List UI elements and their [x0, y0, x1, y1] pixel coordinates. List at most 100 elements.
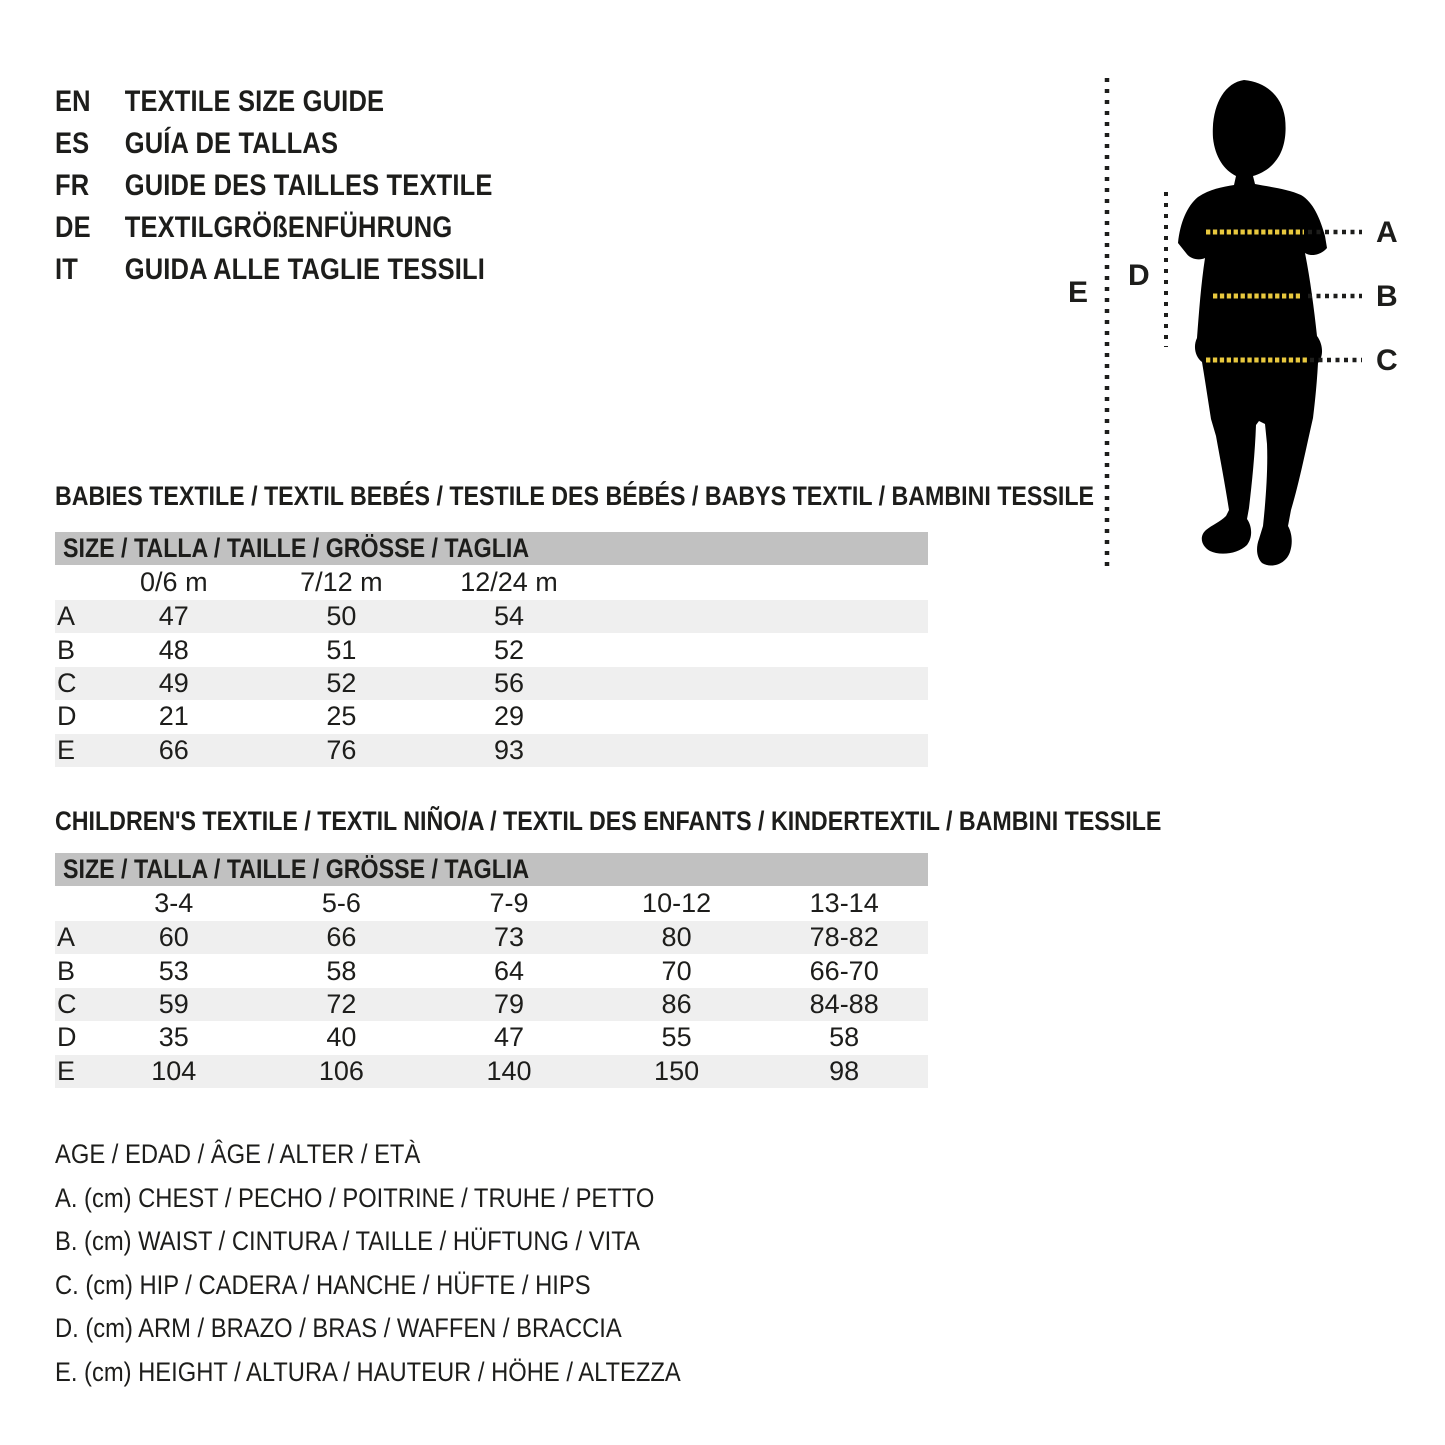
- children-column-header-row: 3-4 5-6 7-9 10-12 13-14: [55, 886, 928, 921]
- table-row: E 104 106 140 150 98: [55, 1054, 928, 1088]
- row-label: E: [57, 734, 76, 765]
- lang-code: EN: [55, 85, 91, 118]
- children-section-title: CHILDREN'S TEXTILE / TEXTIL NIÑO/A / TEX…: [55, 806, 1162, 836]
- size-cell: 66-70: [809, 955, 879, 986]
- size-cell: 79: [493, 988, 524, 1019]
- size-cell: 93: [493, 734, 524, 765]
- size-cell: 21: [158, 701, 189, 732]
- label-a-chest: A: [1376, 216, 1398, 249]
- babies-size-table: SIZE / TALLA / TAILLE / GRÖSSE / TAGLIA …: [55, 532, 928, 767]
- row-label: D: [57, 1022, 77, 1053]
- filler-cell: [593, 600, 928, 633]
- size-cell: 150: [654, 1055, 700, 1086]
- language-title-list: EN TEXTILE SIZE GUIDE ES GUÍA DE TALLAS …: [55, 81, 493, 291]
- size-cell: 52: [493, 634, 524, 665]
- table-row: D 35 40 47 55 58: [55, 1021, 928, 1054]
- row-label: C: [57, 988, 77, 1019]
- babies-table-grid: 0/6 m 7/12 m 12/24 m A 47 50 54 B 48 51 …: [55, 565, 928, 767]
- babies-table-header-band: SIZE / TALLA / TAILLE / GRÖSSE / TAGLIA: [55, 532, 928, 565]
- size-cell: 58: [829, 1022, 860, 1053]
- legend-line-hip: C. (cm) HIP / CADERA / HANCHE / HÜFTE / …: [55, 1269, 591, 1300]
- size-cell: 76: [326, 734, 357, 765]
- size-cell: 78-82: [809, 922, 879, 953]
- legend-line-height: E. (cm) HEIGHT / ALTURA / HAUTEUR / HÖHE…: [55, 1356, 681, 1387]
- babies-column-header-row: 0/6 m 7/12 m 12/24 m: [55, 565, 928, 600]
- children-table-grid: 3-4 5-6 7-9 10-12 13-14 A 60 66 73 80 78…: [55, 886, 928, 1088]
- size-cell: 54: [493, 601, 524, 632]
- lang-code: IT: [55, 253, 79, 286]
- label-d-arm: D: [1128, 259, 1150, 292]
- row-label: C: [57, 667, 77, 698]
- babies-section-title: BABIES TEXTILE / TEXTIL BEBÉS / TESTILE …: [55, 481, 1095, 511]
- legend-line-arm: D. (cm) ARM / BRAZO / BRAS / WAFFEN / BR…: [55, 1313, 622, 1344]
- row-label: D: [57, 701, 77, 732]
- size-cell: 59: [158, 988, 189, 1019]
- size-cell: 66: [158, 734, 189, 765]
- size-cell: 51: [326, 634, 357, 665]
- column-header: 12/24 m: [460, 567, 558, 597]
- empty-cell: [55, 886, 90, 921]
- filler-cell: [593, 667, 928, 700]
- table-row: D 21 25 29: [55, 700, 928, 733]
- column-header: 7-9: [489, 888, 529, 918]
- legend-line-age: AGE / EDAD / ÂGE / ALTER / ETÀ: [55, 1139, 421, 1169]
- filler-cell: [593, 700, 928, 733]
- measurement-legend: AGE / EDAD / ÂGE / ALTER / ETÀ A. (cm) C…: [55, 1133, 681, 1395]
- lang-code: FR: [55, 169, 90, 202]
- row-label: A: [57, 922, 76, 953]
- child-silhouette-figure: A B C D E: [1068, 78, 1398, 572]
- size-cell: 56: [493, 667, 524, 698]
- lang-code: ES: [55, 127, 90, 160]
- guide-title: GUÍA DE TALLAS: [124, 127, 339, 160]
- size-cell: 40: [326, 1022, 357, 1053]
- empty-cell: [55, 565, 90, 600]
- label-b-waist: B: [1376, 280, 1398, 313]
- row-label: B: [57, 955, 76, 986]
- size-cell: 86: [661, 988, 692, 1019]
- size-cell: 60: [158, 922, 189, 953]
- column-header: 13-14: [809, 888, 879, 918]
- label-c-hip: C: [1376, 344, 1398, 377]
- size-cell: 53: [158, 955, 189, 986]
- size-cell: 47: [493, 1022, 524, 1053]
- legend-line-chest: A. (cm) CHEST / PECHO / POITRINE / TRUHE…: [55, 1182, 655, 1213]
- size-cell: 64: [493, 955, 524, 986]
- row-label: E: [57, 1055, 76, 1086]
- size-cell: 49: [158, 667, 189, 698]
- lang-code: DE: [55, 211, 91, 244]
- filler-cell: [593, 734, 928, 767]
- size-cell: 58: [326, 955, 357, 986]
- size-cell: 70: [661, 955, 692, 986]
- size-cell: 25: [326, 701, 357, 732]
- children-size-table: SIZE / TALLA / TAILLE / GRÖSSE / TAGLIA …: [55, 853, 928, 1088]
- column-header: 3-4: [154, 888, 194, 918]
- size-cell: 72: [326, 988, 357, 1019]
- table-row: C 49 52 56: [55, 666, 928, 701]
- size-cell: 50: [326, 601, 357, 632]
- size-cell: 66: [326, 922, 357, 953]
- label-e-height: E: [1068, 276, 1088, 309]
- size-cell: 47: [158, 601, 189, 632]
- column-header: 10-12: [642, 888, 712, 918]
- children-table-header-band: SIZE / TALLA / TAILLE / GRÖSSE / TAGLIA: [55, 853, 928, 886]
- column-header: 0/6 m: [140, 567, 208, 597]
- size-cell: 140: [486, 1055, 532, 1086]
- size-cell: 35: [158, 1022, 189, 1053]
- size-cell: 52: [326, 667, 357, 698]
- row-label: B: [57, 634, 76, 665]
- size-header-label: SIZE / TALLA / TAILLE / GRÖSSE / TAGLIA: [63, 533, 530, 563]
- guide-title: GUIDA ALLE TAGLIE TESSILI: [124, 253, 486, 286]
- size-cell: 29: [493, 701, 524, 732]
- column-header: 5-6: [321, 888, 361, 918]
- size-cell: 73: [493, 922, 524, 953]
- legend-line-waist: B. (cm) WAIST / CINTURA / TAILLE / HÜFTU…: [55, 1226, 640, 1257]
- filler-cell: [593, 565, 928, 600]
- size-cell: 98: [829, 1055, 860, 1086]
- size-cell: 84-88: [809, 988, 879, 1019]
- table-row: C 59 72 79 86 84-88: [55, 987, 928, 1022]
- table-row: E 66 76 93: [55, 733, 928, 767]
- guide-title: TEXTILE SIZE GUIDE: [124, 85, 385, 118]
- table-row: B 53 58 64 70 66-70: [55, 954, 928, 987]
- table-row: A 60 66 73 80 78-82: [55, 921, 928, 955]
